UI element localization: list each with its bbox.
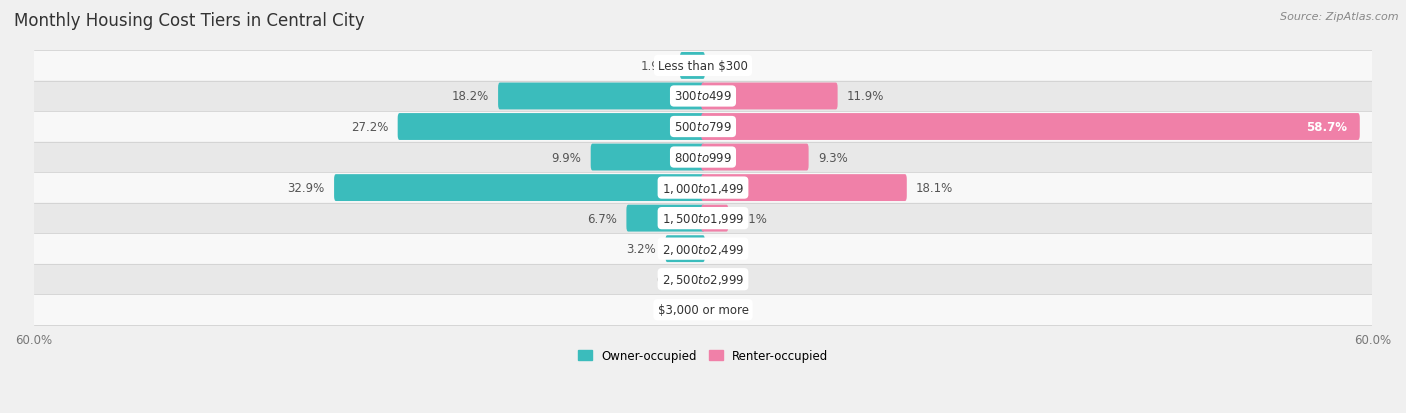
FancyBboxPatch shape bbox=[335, 175, 704, 202]
Legend: Owner-occupied, Renter-occupied: Owner-occupied, Renter-occupied bbox=[572, 345, 834, 367]
Text: $300 to $499: $300 to $499 bbox=[673, 90, 733, 103]
Text: 0.0%: 0.0% bbox=[657, 304, 686, 316]
Text: 0.0%: 0.0% bbox=[720, 304, 749, 316]
Text: 9.9%: 9.9% bbox=[551, 151, 582, 164]
Text: Monthly Housing Cost Tiers in Central City: Monthly Housing Cost Tiers in Central Ci… bbox=[14, 12, 364, 30]
Text: 27.2%: 27.2% bbox=[352, 121, 388, 134]
FancyBboxPatch shape bbox=[702, 114, 1360, 140]
FancyBboxPatch shape bbox=[34, 203, 1372, 234]
Text: $2,500 to $2,999: $2,500 to $2,999 bbox=[662, 273, 744, 287]
FancyBboxPatch shape bbox=[34, 112, 1372, 142]
FancyBboxPatch shape bbox=[627, 205, 704, 232]
Text: 1.9%: 1.9% bbox=[641, 60, 671, 73]
FancyBboxPatch shape bbox=[34, 173, 1372, 203]
Text: $3,000 or more: $3,000 or more bbox=[658, 304, 748, 316]
Text: 11.9%: 11.9% bbox=[846, 90, 884, 103]
Text: 32.9%: 32.9% bbox=[287, 182, 325, 195]
FancyBboxPatch shape bbox=[398, 114, 704, 140]
FancyBboxPatch shape bbox=[34, 51, 1372, 81]
Text: $800 to $999: $800 to $999 bbox=[673, 151, 733, 164]
Text: 0.0%: 0.0% bbox=[720, 60, 749, 73]
FancyBboxPatch shape bbox=[34, 234, 1372, 264]
Text: Source: ZipAtlas.com: Source: ZipAtlas.com bbox=[1281, 12, 1399, 22]
FancyBboxPatch shape bbox=[34, 264, 1372, 295]
FancyBboxPatch shape bbox=[681, 53, 704, 80]
Text: Less than $300: Less than $300 bbox=[658, 60, 748, 73]
Text: 6.7%: 6.7% bbox=[588, 212, 617, 225]
Text: $1,000 to $1,499: $1,000 to $1,499 bbox=[662, 181, 744, 195]
Text: $500 to $799: $500 to $799 bbox=[673, 121, 733, 134]
FancyBboxPatch shape bbox=[702, 175, 907, 202]
FancyBboxPatch shape bbox=[702, 83, 838, 110]
Text: $1,500 to $1,999: $1,500 to $1,999 bbox=[662, 211, 744, 225]
FancyBboxPatch shape bbox=[591, 144, 704, 171]
Text: 58.7%: 58.7% bbox=[1306, 121, 1347, 134]
FancyBboxPatch shape bbox=[665, 236, 704, 263]
FancyBboxPatch shape bbox=[34, 142, 1372, 173]
FancyBboxPatch shape bbox=[34, 295, 1372, 325]
Text: 0.0%: 0.0% bbox=[657, 273, 686, 286]
FancyBboxPatch shape bbox=[702, 144, 808, 171]
FancyBboxPatch shape bbox=[498, 83, 704, 110]
Text: 0.0%: 0.0% bbox=[720, 273, 749, 286]
FancyBboxPatch shape bbox=[702, 205, 728, 232]
Text: 3.2%: 3.2% bbox=[627, 242, 657, 256]
Text: 18.1%: 18.1% bbox=[917, 182, 953, 195]
FancyBboxPatch shape bbox=[34, 81, 1372, 112]
Text: 0.0%: 0.0% bbox=[720, 242, 749, 256]
Text: 2.1%: 2.1% bbox=[738, 212, 768, 225]
Text: 9.3%: 9.3% bbox=[818, 151, 848, 164]
Text: $2,000 to $2,499: $2,000 to $2,499 bbox=[662, 242, 744, 256]
Text: 18.2%: 18.2% bbox=[451, 90, 489, 103]
